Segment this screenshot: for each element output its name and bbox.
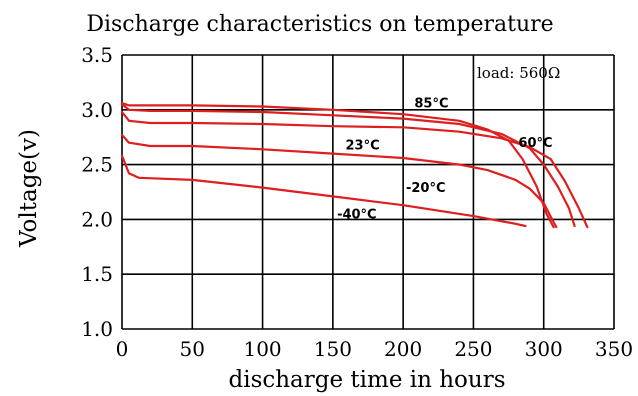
x-tick-label: 250 [454, 337, 492, 361]
series-label: -20°C [406, 181, 446, 196]
x-tick-label: 300 [525, 337, 563, 361]
y-tick-label: 1.0 [81, 317, 113, 341]
series-line [120, 154, 527, 228]
x-tick-label: 200 [384, 337, 422, 361]
x-ticks: 0 50 100 150 200 250 300 350 [116, 337, 633, 361]
series-line [120, 103, 576, 228]
grid [121, 54, 615, 330]
series-line [120, 102, 555, 229]
x-tick-label: 0 [116, 337, 129, 361]
x-tick-label: 100 [243, 337, 281, 361]
series-label: 60°C [518, 136, 552, 151]
y-ticks: 1.0 1.5 2.0 2.5 3.0 3.5 [81, 43, 113, 341]
x-tick-label: 150 [314, 337, 352, 361]
y-axis-title: Voltage(v) [16, 129, 42, 248]
series-label: 85°C [414, 97, 448, 112]
y-tick-label: 3.0 [81, 98, 113, 122]
series-labels: 85°C 60°C 23°C -20°C -40°C [337, 97, 552, 223]
chart-title: Discharge characteristics on temperature [86, 12, 553, 37]
x-tick-label: 350 [595, 337, 633, 361]
series-line [120, 110, 589, 229]
y-tick-label: 1.5 [81, 262, 113, 286]
y-tick-label: 3.5 [81, 43, 113, 67]
series-line [120, 133, 558, 229]
y-tick-label: 2.5 [81, 153, 113, 177]
curves [120, 102, 589, 229]
series-label: -40°C [337, 207, 377, 222]
series-label: 23°C [346, 138, 380, 153]
x-axis-title: discharge time in hours [228, 367, 505, 393]
y-tick-label: 2.0 [81, 207, 113, 231]
x-tick-label: 50 [180, 337, 205, 361]
load-annotation: load: 560Ω [477, 64, 560, 82]
